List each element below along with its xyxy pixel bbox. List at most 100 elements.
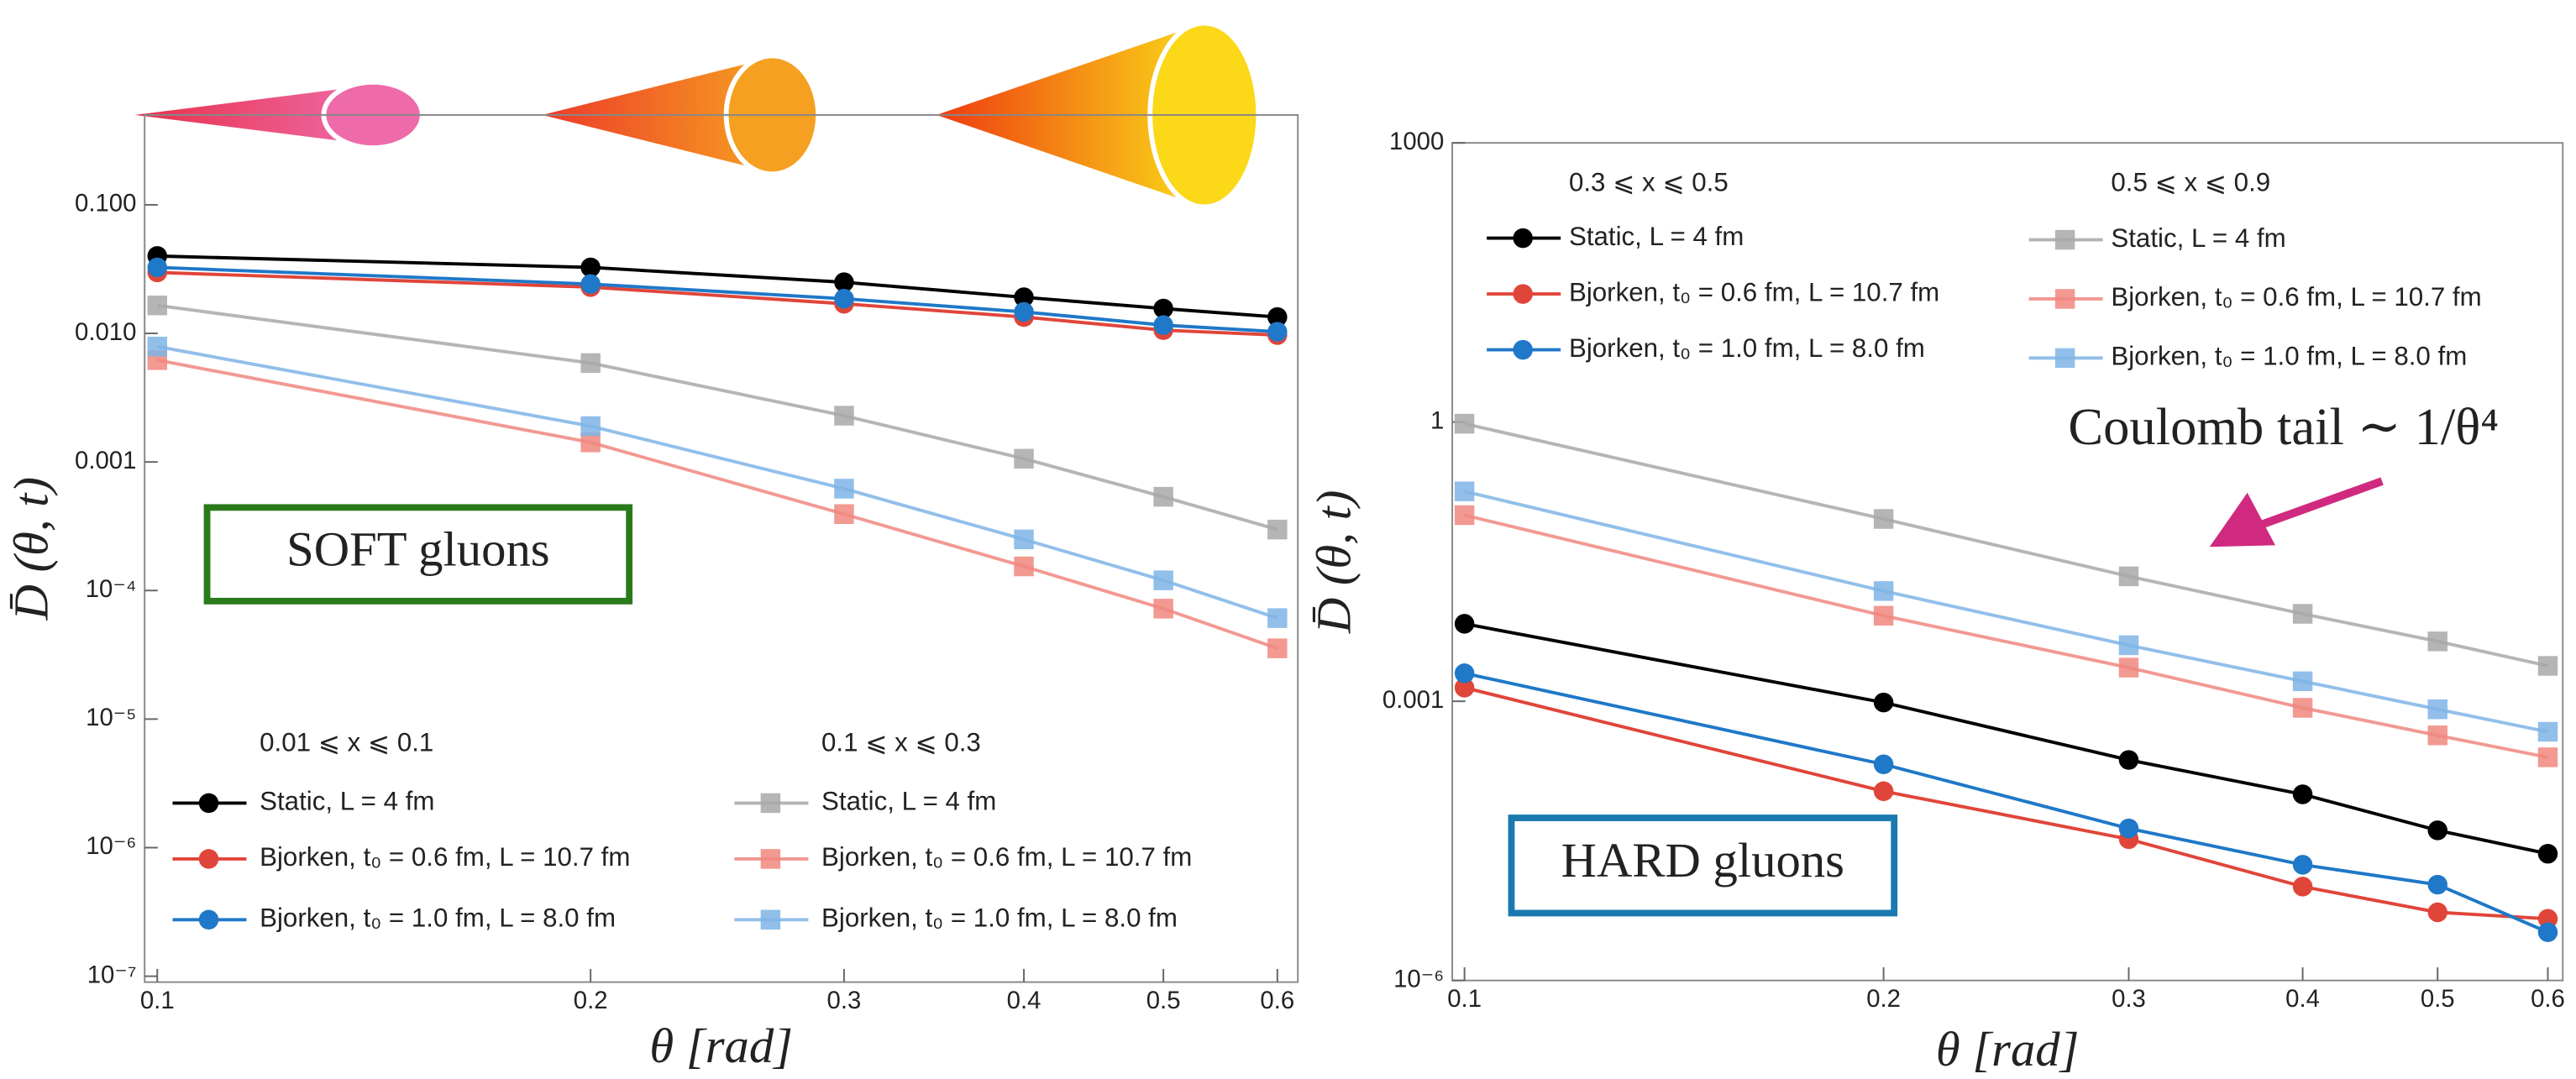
data-point [1873, 605, 1894, 626]
chart-panel: 1000 1 0.001 10⁻⁶0.1 0.2 0.3 0.4 0.5 0.6 θ [rad] D… [1307, 128, 2565, 1076]
y-tick-label: 10⁻⁶ [1393, 965, 1444, 993]
legend-marker [760, 909, 781, 930]
x-tick-label: 0.2 [574, 987, 608, 1014]
legend-marker [1513, 228, 1533, 249]
note: Coulomb tail ∼ 1/θ⁴ [2068, 397, 2499, 456]
series-line [1464, 671, 2549, 934]
data-point [2537, 747, 2558, 767]
data-point [2427, 902, 2447, 923]
data-point [1014, 301, 1034, 322]
data-point [2427, 874, 2447, 895]
plot-frame [144, 113, 1299, 983]
legend-marker [1513, 284, 1533, 304]
data-point [2427, 820, 2447, 841]
annotation: HARD gluons [1561, 833, 1844, 888]
legend-marker [2054, 289, 2075, 309]
data-point [1873, 581, 1894, 601]
data-point [2118, 750, 2139, 770]
data-point [1014, 287, 1034, 307]
data-point [1873, 781, 1894, 802]
y-tick-label: 10⁻⁴ [86, 575, 137, 603]
data-point [2118, 818, 2139, 839]
x-tick-label: 0.1 [140, 987, 175, 1014]
data-point [2537, 843, 2558, 864]
legend-label: Bjorken, t₀ = 1.0 fm, L = 8.0 fm [1569, 333, 1925, 363]
legend-title: 0.5 ⩽ x ⩽ 0.9 [2111, 167, 2270, 196]
data-point [1454, 614, 1475, 634]
legend-label: Bjorken, t₀ = 0.6 fm, L = 10.7 fm [1569, 277, 1939, 306]
series-line [1464, 513, 2548, 759]
y-tick-label: 10⁻⁷ [87, 961, 137, 988]
y-tick-label: 0.001 [1382, 686, 1444, 714]
series-line [156, 358, 1278, 650]
legend-marker [198, 909, 219, 930]
data-point [2292, 877, 2313, 897]
data-point [1153, 570, 1173, 590]
series-line [1464, 422, 2548, 668]
x-tick-label: 0.2 [1866, 985, 1901, 1013]
x-tick-label: 0.6 [1260, 987, 1294, 1014]
x-tick-label: 0.5 [1146, 987, 1181, 1014]
data-point [1873, 509, 1894, 529]
series-line [157, 270, 1278, 338]
data-point [580, 353, 601, 374]
x-axis-label: θ [rad] [1936, 1022, 2080, 1076]
legend-label: Bjorken, t₀ = 1.0 fm, L = 8.0 fm [260, 904, 616, 933]
data-point [834, 406, 854, 426]
data-point [2118, 566, 2139, 587]
annotation-box [203, 504, 633, 605]
legend-label: Bjorken, t₀ = 1.0 fm, L = 8.0 fm [821, 904, 1178, 933]
legend-label: Bjorken, t₀ = 0.6 fm, L = 10.7 fm [2111, 282, 2481, 312]
x-tick-label: 0.4 [2285, 985, 2320, 1013]
legend-label: Static, L = 4 fm [1569, 222, 1744, 251]
data-point [1267, 306, 1288, 327]
data-point [1267, 608, 1288, 628]
data-point [1153, 599, 1173, 619]
x-tick-label: 0.3 [2112, 985, 2146, 1013]
x-tick-label: 0.5 [2421, 985, 2455, 1013]
data-point [2118, 657, 2139, 678]
data-point [2537, 656, 2558, 676]
data-point [1267, 519, 1288, 540]
data-point [1454, 663, 1475, 684]
data-point [1153, 315, 1173, 335]
data-point [1454, 413, 1475, 434]
data-point [834, 479, 854, 499]
y-tick-label: 0.001 [75, 447, 136, 474]
data-point [1454, 678, 1475, 698]
data-point [580, 257, 601, 278]
data-point [580, 432, 601, 453]
data-point [2537, 721, 2558, 742]
data-point [580, 416, 601, 437]
legend-marker [2054, 348, 2075, 369]
legend-label: Static, L = 4 fm [821, 787, 996, 816]
annotation: SOFT gluons [286, 522, 549, 577]
series-line [1464, 686, 2548, 921]
legend-marker [760, 849, 781, 869]
legend-marker [760, 793, 781, 814]
data-point [147, 336, 167, 357]
series-line [1464, 621, 2548, 856]
data-point [147, 296, 167, 316]
y-tick-label: 0.100 [75, 190, 136, 217]
data-point [1267, 638, 1288, 658]
data-point [580, 274, 601, 295]
data-point [2292, 784, 2313, 804]
data-point [2292, 698, 2313, 718]
data-point [2427, 699, 2447, 720]
data-point [1454, 481, 1475, 501]
data-point [1014, 448, 1034, 469]
data-point [1873, 692, 1894, 713]
y-tick-label: 10⁻⁵ [86, 704, 136, 731]
legend-label: Static, L = 4 fm [260, 787, 434, 816]
data-point [2292, 604, 2313, 624]
series-line [157, 303, 1278, 532]
legend-label: Static, L = 4 fm [2111, 223, 2285, 253]
legend-title: 0.01 ⩽ x ⩽ 0.1 [260, 727, 433, 757]
y-tick-label: 0.010 [75, 318, 136, 346]
y-axis-label: D̄ (θ, t) [1307, 490, 1361, 635]
y-tick-label: 10⁻⁶ [86, 832, 136, 860]
legend-title: 0.1 ⩽ x ⩽ 0.3 [821, 727, 981, 757]
data-point [2427, 631, 2447, 652]
legend-title: 0.3 ⩽ x ⩽ 0.5 [1569, 167, 1729, 196]
